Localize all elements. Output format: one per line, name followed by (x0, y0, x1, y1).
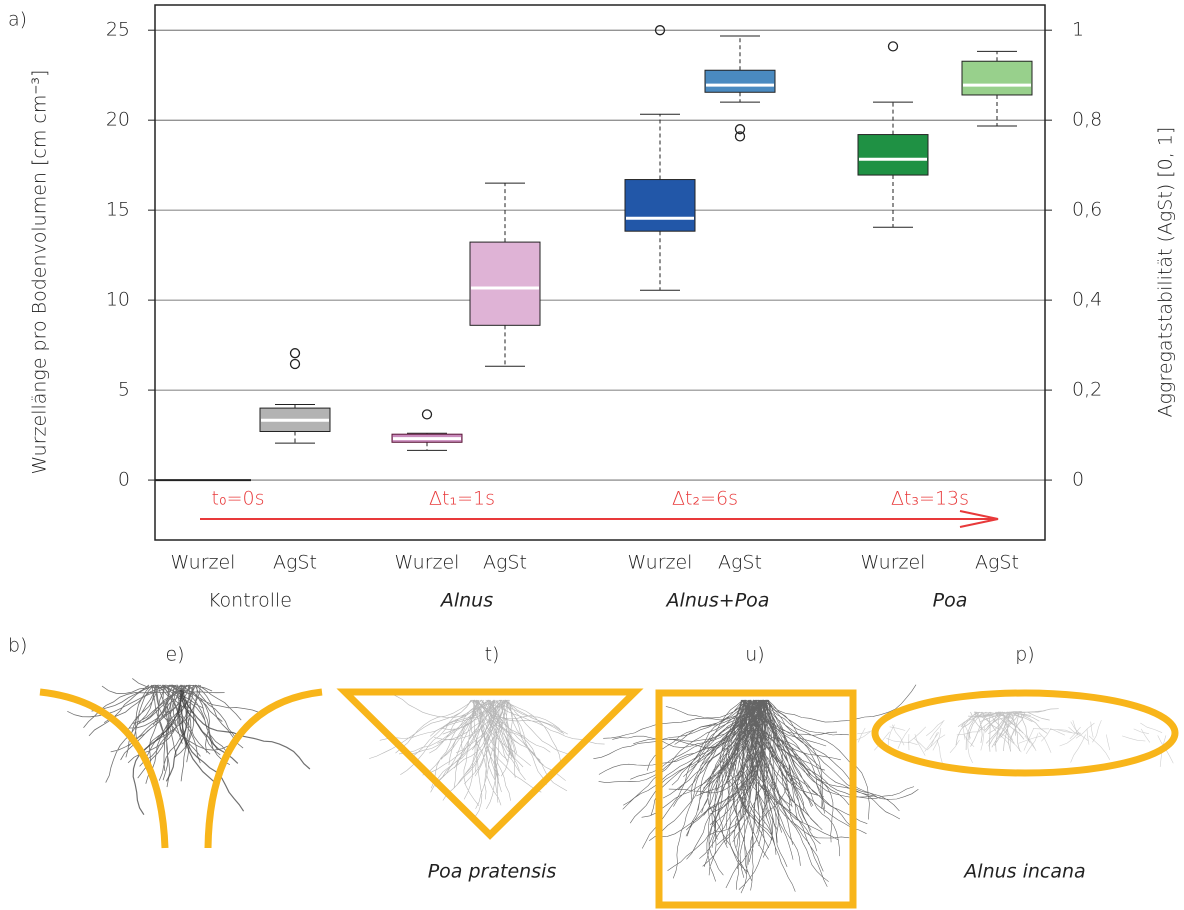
root-drawing (1023, 728, 1052, 751)
image-caption: Poa pratensis (428, 861, 557, 883)
y2-tick-label: 0,4 (1072, 289, 1102, 311)
y-tick-label: 5 (118, 379, 130, 401)
box (961, 60, 1033, 96)
root-drawing (926, 734, 975, 751)
group-label: Poa (933, 590, 968, 612)
image-label: p) (1015, 644, 1034, 666)
root-drawing (1018, 735, 1042, 749)
y-tick-label: 20 (106, 109, 130, 131)
x-tick-label: AgSt (718, 552, 762, 574)
image-label: e) (165, 644, 184, 666)
box (857, 134, 929, 176)
outlier (734, 131, 746, 142)
outlier (421, 409, 433, 420)
root-drawing (1070, 734, 1111, 763)
root-drawing (886, 738, 927, 750)
x-tick-label: Wurzel (171, 552, 236, 574)
image-label: t) (485, 644, 500, 666)
y2-tick-label: 0,6 (1072, 199, 1102, 221)
outline-square (655, 689, 857, 909)
outline-triangle (336, 688, 644, 840)
root-drawing (908, 734, 926, 756)
root-drawing (956, 731, 1037, 751)
root-drawing (924, 732, 940, 752)
panel-label: b) (8, 635, 27, 657)
y2-tick-label: 0 (1072, 469, 1084, 491)
root-drawing (1088, 735, 1146, 760)
root-drawing (1038, 732, 1080, 753)
root-drawing (936, 739, 960, 764)
root-drawing (1072, 720, 1102, 743)
root-drawing (980, 726, 1014, 751)
root-drawing (887, 724, 905, 748)
outlier (887, 41, 899, 52)
y2-tick-label: 0,2 (1072, 379, 1102, 401)
image-caption: Alnus incana (962, 861, 1085, 883)
annotation: Δt₁=1s (429, 488, 495, 510)
x-tick-label: Wurzel (395, 552, 460, 574)
group-label: Alnus (439, 590, 493, 612)
arrow-head (959, 510, 999, 528)
root-drawing (67, 678, 261, 788)
root-drawing (926, 720, 945, 740)
root-drawing (593, 684, 919, 894)
y-axis-label: Wurzellänge pro Bodenvolumen [cm cm⁻³] (29, 70, 51, 475)
root-drawing (1075, 722, 1163, 739)
outline-ellipse (871, 689, 1179, 777)
outlier (654, 25, 666, 36)
root-drawing (369, 692, 605, 818)
x-tick-label: AgSt (483, 552, 527, 574)
root-drawing (1068, 726, 1089, 741)
root-drawing (889, 726, 927, 744)
x-tick-label: AgSt (273, 552, 317, 574)
x-tick-label: AgSt (975, 552, 1019, 574)
image-label: u) (745, 644, 764, 666)
panel-label: a) (8, 9, 27, 31)
group-label: Alnus+Poa (665, 590, 770, 612)
outline-u (39, 688, 323, 849)
outlier (734, 124, 746, 135)
annotation: Δt₃=13s (891, 488, 969, 510)
y-tick-label: 25 (106, 19, 130, 41)
x-tick-label: Wurzel (628, 552, 693, 574)
y2-tick-label: 0,8 (1072, 109, 1102, 131)
annotation: Δt₂=6s (672, 488, 738, 510)
y2-axis-label: Aggregatstabilität (AgSt) [0, 1] (1155, 127, 1177, 418)
group-label: Kontrolle (208, 590, 292, 612)
box (469, 241, 541, 326)
root-drawing (1133, 728, 1151, 743)
y2-tick-label: 1 (1072, 19, 1084, 41)
y-tick-label: 0 (118, 469, 130, 491)
root-drawing (1032, 728, 1090, 745)
root-drawing (961, 723, 971, 740)
root-drawing (955, 708, 1059, 752)
root-drawing (967, 731, 1022, 764)
outlier (289, 358, 301, 370)
box (624, 179, 696, 232)
y-tick-label: 15 (106, 199, 130, 221)
annotation: t₀=0s (212, 488, 265, 510)
box (704, 69, 776, 93)
y-tick-label: 10 (106, 289, 130, 311)
root-drawing (1070, 721, 1094, 738)
outlier (289, 348, 301, 359)
x-tick-label: Wurzel (861, 552, 926, 574)
plot-frame (154, 4, 1046, 541)
